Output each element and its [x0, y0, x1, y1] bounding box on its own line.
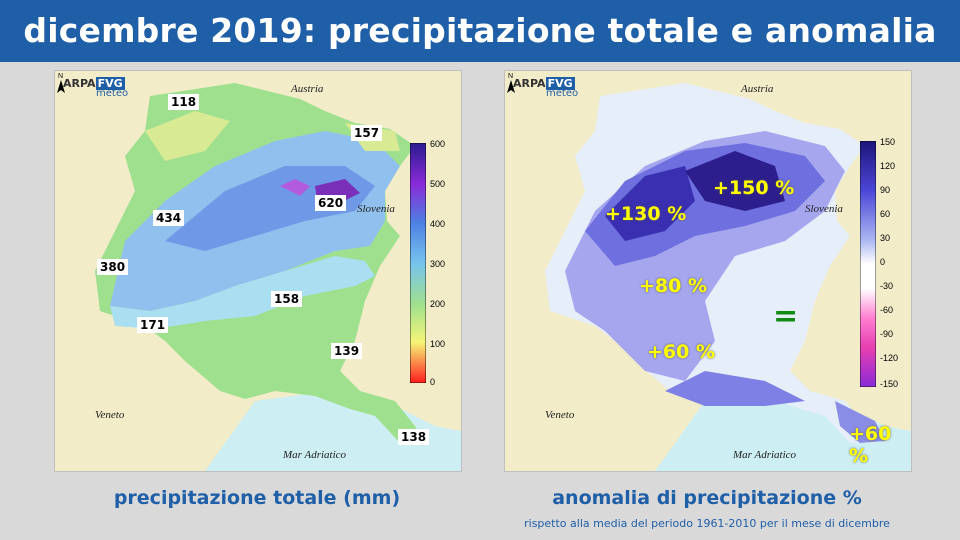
- legend-tick: -90: [880, 329, 894, 339]
- svg-text:N: N: [58, 73, 63, 80]
- legend-tick: 400: [430, 219, 446, 229]
- label-slovenia: Slovenia: [357, 203, 395, 215]
- legend-tick: 60: [880, 209, 891, 219]
- svg-text:N: N: [508, 73, 513, 80]
- legend-tick: -120: [880, 353, 899, 363]
- legend-tick: 300: [430, 259, 446, 269]
- precipitation-total-map: ARPA FVG meteo N Austria Slovenia Veneto …: [54, 70, 462, 472]
- anomaly-colorbar: [860, 141, 876, 387]
- precipitation-colorbar: [410, 143, 426, 383]
- legend-tick: 0: [430, 377, 436, 387]
- value-label: 139: [331, 343, 363, 359]
- legend-tick: 120: [880, 161, 896, 171]
- legend-tick: 500: [430, 179, 446, 189]
- equal-sign: =: [773, 299, 799, 334]
- left-map-caption: precipitazione totale (mm): [113, 487, 401, 509]
- right-map-subcaption: rispetto alla media del periodo 1961-201…: [524, 517, 890, 530]
- precipitation-legend: 600 500 400 300 200 100 0: [410, 139, 456, 388]
- label-austria: Austria: [291, 83, 324, 95]
- right-map-caption: anomalia di precipitazione %: [552, 487, 862, 509]
- value-label: 171: [137, 317, 169, 333]
- label-veneto: Veneto: [545, 409, 575, 421]
- north-arrow-icon: N: [57, 73, 65, 93]
- anomaly-label: +80 %: [639, 275, 708, 297]
- legend-tick: 200: [430, 299, 446, 309]
- legend-tick: -150: [880, 379, 899, 389]
- legend-tick: 150: [880, 137, 896, 147]
- anomaly-label: +60 %: [849, 423, 892, 467]
- legend-tick: 0: [880, 257, 886, 267]
- anomaly-label: +150 %: [713, 177, 795, 199]
- anomaly-map-graphic: [505, 71, 911, 471]
- label-austria: Austria: [741, 83, 774, 95]
- arpa-fvg-logo: ARPA FVG meteo: [63, 77, 129, 99]
- legend-tick: -60: [880, 305, 894, 315]
- anomaly-label: +60 %: [647, 341, 716, 363]
- label-veneto: Veneto: [95, 409, 125, 421]
- value-label: 157: [351, 125, 383, 141]
- value-label: 138: [398, 429, 430, 445]
- precipitation-anomaly-map: ARPA FVG meteo N Austria Slovenia Veneto …: [504, 70, 912, 472]
- anomaly-legend: 150 120 90 60 30 0 -30 -60 -90 -120 -150: [860, 137, 906, 391]
- label-adriatic: Mar Adriatico: [283, 449, 347, 461]
- legend-tick: 100: [430, 339, 446, 349]
- legend-tick: -30: [880, 281, 894, 291]
- page-title: dicembre 2019: precipitazione totale e a…: [23, 11, 937, 50]
- label-adriatic: Mar Adriatico: [733, 449, 797, 461]
- value-label: 434: [153, 210, 185, 226]
- value-label: 118: [168, 94, 200, 110]
- value-label: 620: [315, 195, 347, 211]
- value-label: 380: [97, 259, 129, 275]
- arpa-fvg-logo: ARPA FVG meteo: [513, 77, 579, 99]
- legend-tick: 90: [880, 185, 891, 195]
- label-slovenia: Slovenia: [805, 203, 843, 215]
- anomaly-label: +130 %: [605, 203, 687, 225]
- legend-tick: 600: [430, 139, 446, 149]
- north-arrow-icon: N: [507, 73, 515, 93]
- value-label: 158: [271, 291, 303, 307]
- legend-tick: 30: [880, 233, 891, 243]
- title-banner: dicembre 2019: precipitazione totale e a…: [0, 0, 960, 62]
